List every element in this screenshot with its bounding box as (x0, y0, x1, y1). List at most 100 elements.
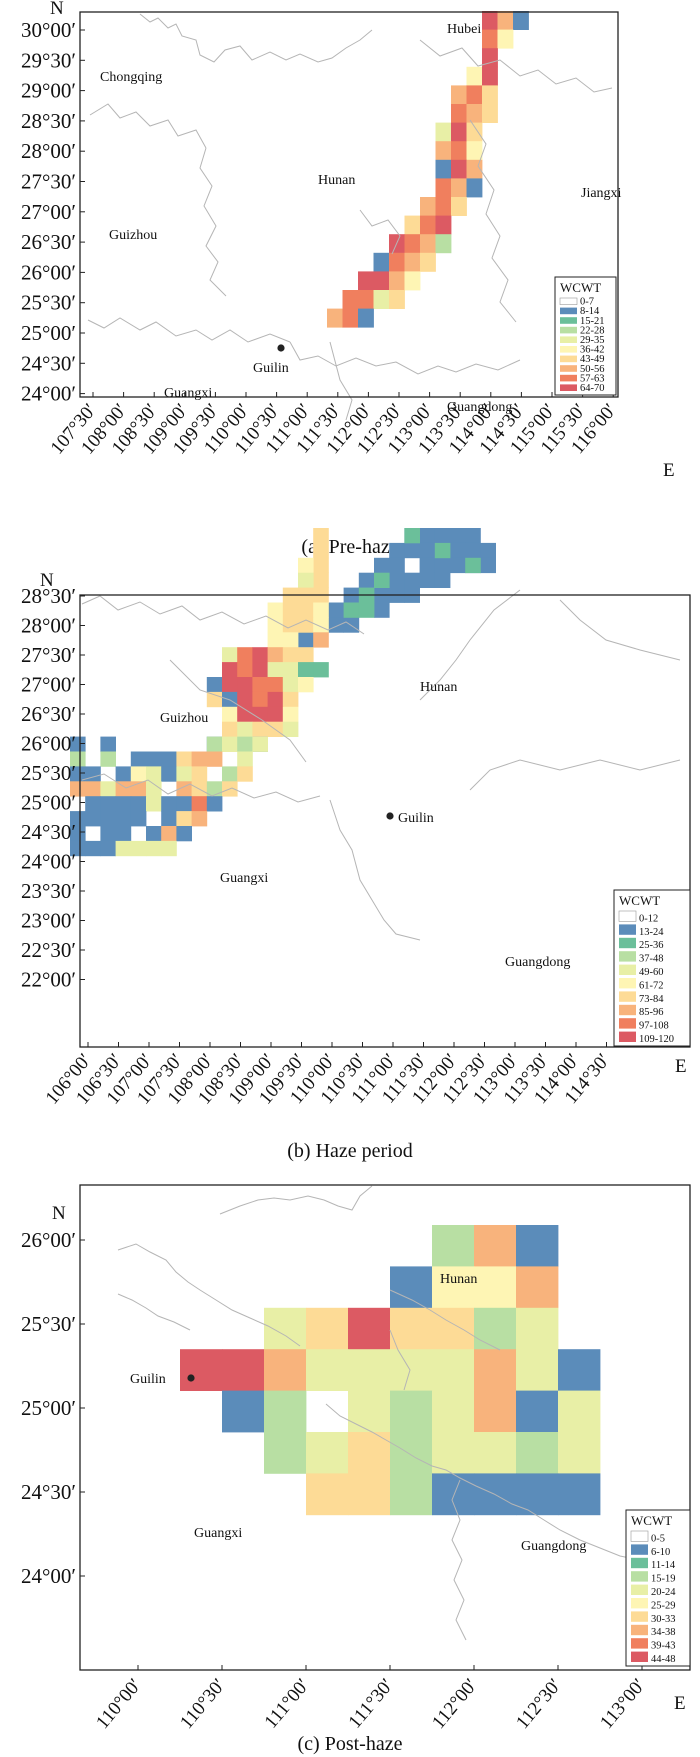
legend-swatch (619, 924, 636, 935)
wcwt-cell (115, 796, 132, 812)
longitude-axis: 106°00′106°30′107°00′107°30′108°00′108°3… (42, 1042, 614, 1109)
wcwt-cell (146, 840, 162, 857)
legend: WCWT 0-78-1415-2122-2829-3536-4243-4950-5… (554, 276, 617, 396)
legend-item-label: 57-63 (580, 373, 605, 384)
lat-tick-label: 27°30′ (21, 643, 76, 667)
wcwt-cell (252, 647, 268, 663)
wcwt-cell (482, 29, 498, 49)
guilin-marker (386, 812, 394, 820)
wcwt-cell (237, 766, 253, 782)
wcwt-cell (206, 781, 223, 797)
wcwt-cell (222, 1390, 265, 1433)
province-label-guangxi: Guangxi (194, 1526, 242, 1541)
wcwt-cell (264, 1349, 307, 1391)
legend-item-label: 0-5 (651, 1533, 665, 1544)
wcwt-cell (264, 1432, 307, 1474)
wcwt-cell (404, 528, 420, 544)
city-label-guilin: Guilin (253, 361, 289, 376)
lon-tick-label: 113°00′ (596, 1675, 650, 1733)
wcwt-cell (70, 751, 86, 767)
legend-item-label: 44-48 (651, 1654, 676, 1665)
lat-tick-label: 28°00′ (21, 139, 76, 163)
wcwt-cell (267, 677, 284, 693)
lat-tick-label: 26°30′ (21, 230, 76, 254)
legend-item-label: 0-12 (639, 913, 658, 924)
wcwt-cell (497, 29, 514, 49)
wcwt-cell (282, 677, 299, 693)
wcwt-cell (222, 706, 238, 723)
wcwt-cell (348, 1390, 391, 1433)
legend-swatch (631, 1638, 648, 1649)
legend-item-label: 29-35 (580, 335, 605, 346)
legend-item-label: 15-19 (651, 1574, 676, 1585)
wcwt-cell (85, 811, 101, 827)
legend-swatch (619, 978, 636, 989)
legend-item-label: 64-70 (580, 383, 605, 394)
wcwt-cell (419, 572, 436, 588)
wcwt-cell (267, 691, 284, 708)
wcwt-cell (374, 572, 390, 588)
map-frame (79, 11, 619, 398)
wcwt-cell (348, 1349, 391, 1391)
wcwt-cell (206, 736, 223, 752)
wcwt-cell (161, 796, 177, 812)
wcwt-cell (404, 234, 421, 254)
wcwt-cell (115, 781, 132, 797)
wcwt-cell (516, 1225, 559, 1267)
lat-tick-label: 28°30′ (21, 584, 76, 608)
wcwt-cell (222, 662, 238, 678)
lat-tick-label: 29°00′ (21, 79, 76, 103)
wcwt-cell (420, 215, 436, 235)
wcwt-cell (222, 766, 238, 782)
lat-tick-label: 23°30′ (21, 879, 76, 903)
legend-swatch (631, 1624, 648, 1636)
latitude-axis: 28°30′ 28°00′ 27°30′ 27°00′ 26°30′ 26°00′ 25°3… (21, 584, 85, 992)
wcwt-cell (298, 677, 314, 693)
legend-swatch (560, 365, 577, 372)
wcwt-cell (70, 840, 86, 857)
wcwt-cell (306, 1432, 349, 1474)
wcwt-cell (70, 766, 86, 782)
legend-swatch (619, 937, 636, 949)
province-label-guizhou: Guizhou (109, 228, 157, 243)
legend-swatch (619, 1031, 636, 1042)
wcwt-cell (474, 1390, 517, 1433)
legend-swatch (560, 346, 577, 353)
wcwt-cell (432, 1432, 475, 1474)
lon-tick-label: 111°30′ (345, 1675, 398, 1733)
wcwt-cell (451, 197, 467, 216)
legend-item-label: 34-38 (651, 1627, 676, 1638)
wcwt-cell (282, 721, 299, 737)
wcwt-cell (404, 271, 421, 291)
wcwt-cell (558, 1390, 601, 1433)
wcwt-cell (298, 632, 314, 648)
legend-item-label: 109-120 (639, 1034, 674, 1045)
lat-tick-label: 22°00′ (21, 968, 76, 992)
wcwt-cell (466, 85, 483, 105)
wcwt-cell (282, 706, 299, 723)
wcwt-cell (237, 691, 253, 708)
wcwt-cell (450, 528, 466, 544)
wcwt-cell (474, 1432, 517, 1474)
wcwt-cell (100, 811, 116, 827)
wcwt-cell (222, 677, 238, 693)
wcwt-cell (237, 706, 253, 723)
wcwt-cell (432, 1390, 475, 1433)
lat-tick-label: 24°30′ (21, 820, 76, 844)
wcwt-cell (206, 751, 223, 767)
wcwt-cell (100, 840, 116, 857)
wcwt-cell (558, 1473, 601, 1516)
wcwt-cell (435, 141, 452, 161)
wcwt-cell (206, 691, 223, 708)
map-frame (79, 594, 691, 1048)
lat-tick-label: 24°30′ (21, 1480, 76, 1504)
province-boundaries (117, 1185, 681, 1641)
wcwt-cell (404, 215, 421, 235)
lon-tick-label: 110°00′ (92, 1675, 146, 1733)
wcwt-cell (358, 290, 374, 309)
wcwt-cell (115, 811, 132, 827)
wcwt-cell (419, 542, 436, 559)
province-label-guangdong: Guangdong (505, 955, 570, 970)
wcwt-cell (450, 542, 466, 559)
